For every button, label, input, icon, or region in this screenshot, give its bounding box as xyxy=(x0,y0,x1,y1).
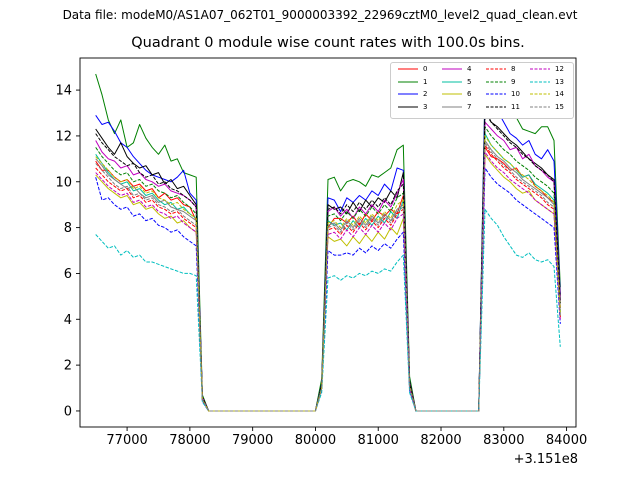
figure-suptitle: Data file: modeM0/AS1A07_062T01_90000033… xyxy=(62,8,578,22)
legend-swatch xyxy=(442,68,462,70)
legend-swatch xyxy=(398,68,418,70)
series-line-13 xyxy=(95,208,561,412)
y-tick-label: 8 xyxy=(64,221,72,236)
legend-swatch xyxy=(398,106,418,107)
series-line-14 xyxy=(95,135,561,412)
legend-swatch xyxy=(398,93,418,95)
y-tick-label: 6 xyxy=(64,267,72,282)
x-tick-label: 78000 xyxy=(169,433,210,448)
legend-label: 12 xyxy=(555,65,564,73)
legend-swatch xyxy=(442,93,462,95)
x-axis-offset-label: +3.151e8 xyxy=(513,452,578,467)
legend-swatch xyxy=(398,81,418,82)
series-line-3 xyxy=(95,107,561,412)
y-tick-label: 2 xyxy=(64,359,72,374)
legend-swatch xyxy=(442,81,462,82)
x-tick-label: 77000 xyxy=(106,433,147,448)
legend-swatch xyxy=(530,93,550,95)
legend-swatch xyxy=(442,106,462,107)
x-tick-label: 80000 xyxy=(295,433,336,448)
legend-swatch xyxy=(530,68,550,70)
x-tick-label: 84000 xyxy=(546,433,587,448)
legend-label: 0 xyxy=(423,65,428,73)
chart-title: Quadrant 0 module wise count rates with … xyxy=(131,35,525,51)
y-tick-label: 10 xyxy=(55,175,72,190)
legend-label: 14 xyxy=(555,90,564,98)
legend-label: 9 xyxy=(511,77,516,86)
series-line-5 xyxy=(95,133,561,412)
legend-label: 8 xyxy=(511,65,516,73)
y-tick-label: 14 xyxy=(55,84,72,99)
x-tick-label: 83000 xyxy=(483,433,524,448)
legend-label: 13 xyxy=(555,77,564,86)
x-tick-label: 79000 xyxy=(232,433,273,448)
legend-swatch xyxy=(486,68,506,70)
legend-label: 1 xyxy=(423,77,428,86)
series-line-4 xyxy=(95,121,561,412)
legend-swatch xyxy=(530,81,550,82)
legend-label: 2 xyxy=(423,90,428,98)
y-tick-label: 4 xyxy=(64,313,72,328)
legend-label: 15 xyxy=(555,102,564,111)
axes-frame xyxy=(79,57,577,428)
y-tick-label: 0 xyxy=(64,404,72,419)
legend: 0 1 2 3 4 5 6 7 8 9 10 11 12 13 14 15 xyxy=(390,62,574,119)
legend-swatch xyxy=(486,81,506,82)
legend-label: 4 xyxy=(467,65,472,73)
series-line-12 xyxy=(95,151,561,412)
legend-label: 10 xyxy=(511,90,520,98)
legend-label: 7 xyxy=(467,102,472,111)
legend-label: 6 xyxy=(467,90,472,98)
y-tick-label: 12 xyxy=(55,129,72,144)
legend-label: 3 xyxy=(423,102,428,111)
legend-label: 5 xyxy=(467,77,472,86)
series-line-11 xyxy=(95,112,561,412)
legend-swatch xyxy=(486,93,506,95)
series-line-9 xyxy=(95,126,561,412)
x-tick-label: 81000 xyxy=(358,433,399,448)
legend-swatch xyxy=(486,106,506,107)
legend-label: 11 xyxy=(511,102,520,111)
series-line-15 xyxy=(95,142,561,412)
legend-swatch xyxy=(530,106,550,107)
x-tick-label: 82000 xyxy=(420,433,461,448)
